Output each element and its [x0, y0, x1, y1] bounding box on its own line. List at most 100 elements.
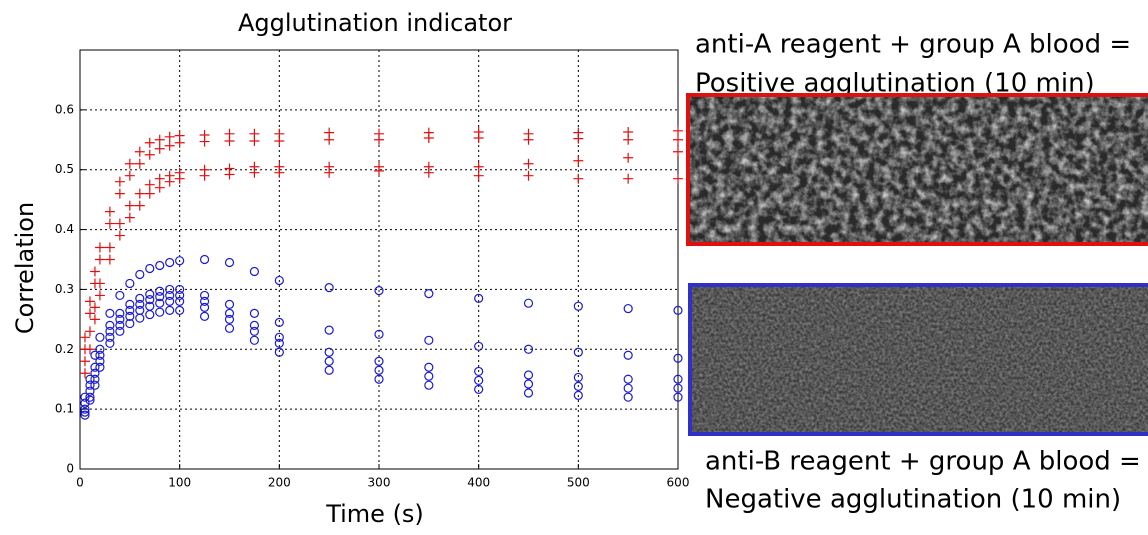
circle-marker: [249, 308, 260, 318]
circle-marker: [115, 326, 125, 336]
circle-marker: [523, 388, 534, 398]
circle-marker: [85, 374, 95, 384]
circle-marker: [424, 362, 434, 372]
plus-marker: [89, 302, 100, 313]
plus-marker: [174, 173, 185, 184]
circle-marker: [523, 344, 534, 354]
plus-marker: [89, 266, 100, 277]
plus-marker: [104, 218, 115, 229]
circle-marker: [199, 254, 210, 265]
circle-marker: [135, 269, 145, 280]
plus-marker: [249, 135, 260, 146]
circle-marker: [673, 383, 683, 393]
plus-marker: [274, 167, 285, 178]
circle-marker: [115, 308, 125, 318]
circle-marker: [523, 298, 534, 308]
plus-marker: [134, 146, 145, 157]
circle-marker: [125, 311, 135, 321]
circle-marker: [165, 305, 175, 315]
circle-marker: [673, 392, 683, 402]
circle-marker: [374, 286, 384, 296]
x-axis-label: Time (s): [325, 500, 424, 528]
x-tick-label: 300: [368, 476, 391, 490]
plus-marker: [324, 134, 335, 145]
plus-marker: [84, 308, 95, 319]
plus-marker: [154, 134, 165, 145]
circle-marker: [249, 335, 260, 345]
plus-marker: [114, 230, 125, 241]
plus-marker: [473, 161, 484, 172]
plus-marker: [124, 170, 135, 181]
plus-marker: [249, 167, 260, 178]
plus-marker: [374, 165, 384, 176]
plus-marker: [324, 167, 335, 178]
plus-marker: [199, 136, 210, 147]
plus-marker: [124, 158, 135, 169]
plus-marker: [623, 173, 634, 184]
circle-marker: [623, 374, 633, 384]
circle-marker: [249, 266, 260, 277]
circle-marker: [224, 257, 235, 268]
plot-frame: [79, 49, 679, 470]
plus-marker: [104, 206, 115, 217]
circle-marker: [175, 296, 185, 306]
plus-marker: [423, 132, 434, 143]
plus-marker: [154, 173, 165, 184]
plus-marker: [473, 132, 484, 143]
circle-marker: [135, 293, 145, 304]
circle-marker: [155, 292, 165, 302]
circle-marker: [673, 305, 683, 315]
plus-marker: [673, 146, 683, 157]
circle-marker: [199, 302, 210, 312]
circle-marker: [274, 317, 284, 327]
circle-marker: [145, 295, 155, 305]
circle-marker: [90, 368, 100, 378]
plus-marker: [104, 254, 115, 265]
circle-marker: [523, 370, 534, 380]
plus-marker: [673, 134, 683, 145]
circle-marker: [80, 410, 90, 420]
circle-marker: [85, 386, 95, 396]
plus-marker: [573, 173, 584, 184]
circle-marker: [474, 375, 484, 386]
y-tick-label: 0.3: [55, 282, 74, 296]
plus-marker: [94, 290, 105, 301]
circle-marker: [673, 353, 683, 363]
circle-marker: [573, 372, 583, 383]
x-tick-label: 200: [268, 476, 291, 490]
circle-marker: [125, 318, 135, 329]
circle-marker: [324, 283, 334, 293]
circle-marker: [324, 325, 334, 335]
plus-marker: [114, 188, 125, 199]
y-axis-label: Correlation: [11, 202, 39, 334]
circle-marker: [155, 286, 165, 296]
circle-marker: [95, 332, 105, 342]
circle-marker: [115, 320, 125, 330]
circle-marker: [135, 299, 145, 309]
plus-marker: [134, 188, 145, 199]
y-tick-label: 0.4: [55, 222, 74, 236]
circle-marker: [165, 257, 175, 268]
circle-marker: [573, 301, 583, 311]
plus-marker: [164, 140, 175, 151]
circle-marker: [424, 371, 434, 381]
plus-marker: [523, 170, 534, 181]
x-tick-label: 400: [467, 476, 490, 490]
circle-marker: [95, 344, 105, 354]
y-tick-label: 0: [66, 462, 74, 476]
circle-marker: [175, 305, 185, 315]
plus-marker: [224, 169, 235, 180]
circle-marker: [165, 284, 175, 295]
circle-marker: [155, 307, 165, 317]
circle-marker: [80, 407, 90, 417]
circle-marker: [85, 392, 95, 402]
plus-marker: [623, 152, 634, 163]
plus-marker: [114, 218, 125, 229]
plus-marker: [174, 137, 185, 148]
circle-marker: [623, 392, 633, 402]
plus-marker: [573, 133, 584, 144]
circle-marker: [249, 326, 260, 336]
plus-marker: [473, 170, 484, 181]
plus-marker: [79, 332, 90, 343]
circle-marker: [115, 290, 125, 301]
